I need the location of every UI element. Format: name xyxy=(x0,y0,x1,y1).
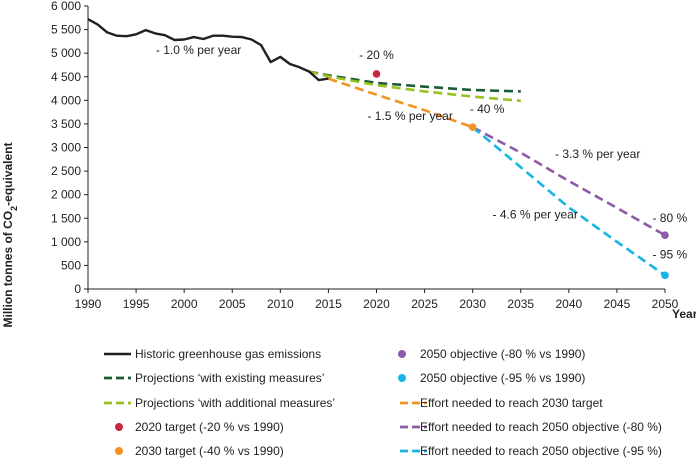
y-tick-label: 500 xyxy=(61,258,81,272)
annotation-label: - 80 % xyxy=(652,211,687,225)
y-tick-label: 1 500 xyxy=(51,211,81,225)
y-tick-label: 0 xyxy=(74,282,81,296)
data-point xyxy=(661,271,669,280)
series-line xyxy=(87,18,329,82)
series-line xyxy=(472,126,666,237)
y-tick-label: 4 500 xyxy=(51,70,81,84)
annotation-label: - 1.0 % per year xyxy=(156,43,241,57)
x-tick-label: 2010 xyxy=(267,297,294,311)
y-tick-label: 5 500 xyxy=(51,23,81,37)
y-tick-label: 3 000 xyxy=(51,141,81,155)
annotation-label: - 40 % xyxy=(470,102,505,116)
data-point xyxy=(372,70,381,78)
series-line xyxy=(327,77,474,129)
y-tick-label: 2 500 xyxy=(51,164,81,178)
x-tick-label: 2000 xyxy=(171,297,198,311)
legend-swatch xyxy=(398,374,406,382)
x-tick-label: 2030 xyxy=(459,297,486,311)
legend-label: Effort needed to reach 2050 objective (-… xyxy=(420,420,662,434)
y-axis-label-tail: -equivalent xyxy=(1,142,15,205)
annotation-label: - 20 % xyxy=(359,48,394,62)
data-point xyxy=(661,231,669,240)
y-tick-label: 1 000 xyxy=(51,235,81,249)
legend-label: 2030 target (-40 % vs 1990) xyxy=(135,444,284,458)
annotations: - 1.0 % per year - 20 % - 1.5 % per year - … xyxy=(156,43,688,261)
legend-label: Effort needed to reach 2050 objective (-… xyxy=(420,444,662,458)
y-axis-label-main: Million tonnes of CO xyxy=(1,211,15,328)
series-line xyxy=(308,70,521,93)
annotation-label: - 4.6 % per year xyxy=(492,207,577,221)
legend-label: Historic greenhouse gas emissions xyxy=(135,347,321,361)
legend-label: Effort needed to reach 2030 target xyxy=(420,396,603,410)
y-tick-label: 2 000 xyxy=(51,188,81,202)
legend-swatch xyxy=(398,350,406,358)
annotation-label: - 95 % xyxy=(652,247,687,261)
legend: Historic greenhouse gas emissions Project… xyxy=(104,347,662,458)
x-tick-label: 2040 xyxy=(555,297,582,311)
legend-label: Projections ‘with additional measures’ xyxy=(135,396,335,410)
y-tick-label: 3 500 xyxy=(51,117,81,131)
y-tick-label: 5 000 xyxy=(51,46,81,60)
legend-label: 2050 objective (-80 % vs 1990) xyxy=(420,347,585,361)
x-tick-label: 1990 xyxy=(75,297,102,311)
y-tick-label: 4 000 xyxy=(51,93,81,107)
legend-swatch xyxy=(115,447,123,455)
x-axis-label: Year xyxy=(672,307,696,321)
x-tick-label: 1995 xyxy=(123,297,150,311)
series-line xyxy=(308,70,521,103)
axes: 0 500 1 000 1 500 2 000 2 500 3 000 3 500 4 000 4… xyxy=(51,0,679,311)
y-axis-label: Million tonnes of CO2-equivalent xyxy=(1,142,19,327)
y-tick-label: 6 000 xyxy=(51,0,81,13)
x-tick-label: 2015 xyxy=(315,297,342,311)
x-tick-label: 2050 xyxy=(652,297,679,311)
legend-label: 2020 target (-20 % vs 1990) xyxy=(135,420,284,434)
series-line xyxy=(471,126,666,277)
plot-area xyxy=(87,18,669,280)
y-axis-label-sub: 2 xyxy=(9,206,19,211)
x-tick-label: 2005 xyxy=(219,297,246,311)
x-tick-label: 2035 xyxy=(507,297,534,311)
legend-swatch xyxy=(115,423,123,431)
x-tick-label: 2025 xyxy=(411,297,438,311)
x-tick-label: 2020 xyxy=(363,297,390,311)
x-tick-label: 2045 xyxy=(604,297,631,311)
legend-label: 2050 objective (-95 % vs 1990) xyxy=(420,371,585,385)
annotation-label: - 3.3 % per year xyxy=(555,147,640,161)
data-point xyxy=(468,123,477,132)
annotation-label: - 1.5 % per year xyxy=(367,109,452,123)
legend-label: Projections ‘with existing measures’ xyxy=(135,371,324,385)
